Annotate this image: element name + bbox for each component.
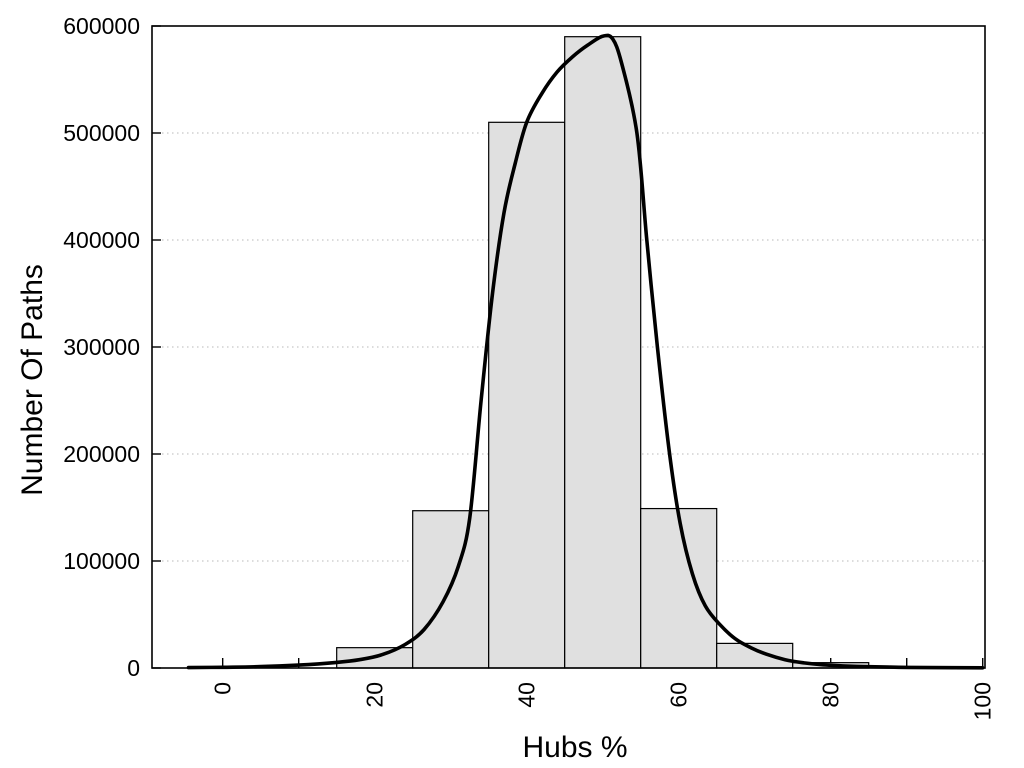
y-tick-label: 300000 xyxy=(63,334,140,360)
x-tick-label: 100 xyxy=(970,682,996,720)
histogram-bar xyxy=(488,121,566,669)
density-curve xyxy=(186,33,985,670)
x-tick-label: 80 xyxy=(818,682,844,708)
x-axis-title: Hubs % xyxy=(522,731,627,764)
plot-frame-layer xyxy=(151,25,986,669)
histogram-bar xyxy=(564,36,642,669)
plot-border xyxy=(151,25,986,669)
histogram-bar xyxy=(640,507,718,669)
y-tick-label: 400000 xyxy=(63,227,140,253)
x-tick-label: 40 xyxy=(514,682,540,708)
x-tick-label: 20 xyxy=(362,682,388,708)
histogram-bar xyxy=(716,642,794,669)
y-tick-label: 100000 xyxy=(63,548,140,574)
x-tick-label: 0 xyxy=(210,682,236,695)
y-tick-label: 200000 xyxy=(63,441,140,467)
curve-layer xyxy=(186,33,985,670)
y-tick-label: 500000 xyxy=(63,120,140,146)
y-tick-label: 0 xyxy=(127,655,140,681)
x-tick-label: 60 xyxy=(666,682,692,708)
y-tick-label: 600000 xyxy=(63,13,140,39)
bars-layer xyxy=(336,36,870,669)
y-axis-title: Number Of Paths xyxy=(16,264,49,496)
tick-labels-layer: 0 100000 200000 300000 400000 500000 600000 0 20… xyxy=(63,13,995,720)
